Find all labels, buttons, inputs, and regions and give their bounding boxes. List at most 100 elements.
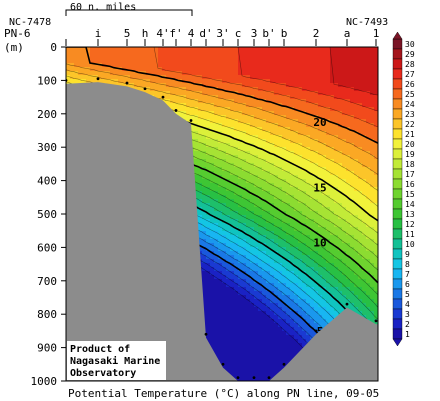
temperature-cell: [226, 163, 231, 168]
temperature-cell: [254, 151, 259, 156]
temperature-cell: [254, 379, 259, 381]
temperature-cell: [282, 83, 287, 88]
temperature-cell: [250, 351, 255, 356]
temperature-cell: [226, 143, 231, 148]
temperature-cell: [206, 259, 211, 264]
temperature-cell: [178, 107, 183, 112]
temperature-cell: [294, 303, 299, 308]
temperature-cell: [286, 331, 291, 336]
temperature-cell: [94, 67, 99, 72]
temperature-cell: [230, 47, 235, 52]
temperature-cell: [194, 143, 199, 148]
temperature-cell: [282, 339, 287, 344]
temperature-cell: [218, 163, 223, 168]
temperature-cell: [230, 227, 235, 232]
temperature-cell: [214, 99, 219, 104]
temperature-cell: [114, 55, 119, 60]
temperature-cell: [266, 131, 271, 136]
temperature-cell: [214, 107, 219, 112]
temperature-cell: [214, 331, 219, 336]
temperature-cell: [234, 187, 239, 192]
temperature-cell: [130, 71, 135, 76]
temperature-cell: [262, 167, 267, 172]
temperature-cell: [134, 87, 139, 92]
temperature-cell: [114, 59, 119, 64]
temperature-cell: [206, 315, 211, 320]
temperature-cell: [258, 299, 263, 304]
temperature-cell: [66, 71, 71, 76]
temperature-cell: [234, 259, 239, 264]
temperature-cell: [254, 367, 259, 372]
temperature-cell: [218, 63, 223, 68]
temperature-cell: [210, 71, 215, 76]
temperature-cell: [278, 363, 283, 368]
temperature-cell: [302, 51, 307, 56]
temperature-cell: [298, 247, 303, 252]
temperature-cell: [210, 75, 215, 80]
temperature-cell: [274, 139, 279, 144]
temperature-cell: [86, 71, 91, 76]
temperature-cell: [198, 203, 203, 208]
temperature-cell: [266, 103, 271, 108]
temperature-cell: [270, 75, 275, 80]
temperature-cell: [258, 275, 263, 280]
temperature-cell: [210, 167, 215, 172]
temperature-cell: [206, 135, 211, 140]
temperature-cell: [242, 235, 247, 240]
temperature-cell: [222, 139, 227, 144]
temperature-cell: [290, 75, 295, 80]
temperature-cell: [246, 199, 251, 204]
temperature-cell: [218, 279, 223, 284]
temperature-cell: [190, 99, 195, 104]
temperature-cell: [258, 99, 263, 104]
temperature-cell: [230, 123, 235, 128]
temperature-cell: [282, 303, 287, 308]
temperature-cell: [218, 199, 223, 204]
temperature-cell: [258, 263, 263, 268]
temperature-cell: [94, 55, 99, 60]
temperature-cell: [226, 247, 231, 252]
temperature-cell: [226, 123, 231, 128]
temperature-cell: [122, 63, 127, 68]
temperature-cell: [170, 83, 175, 88]
temperature-cell: [302, 175, 307, 180]
temperature-cell: [270, 247, 275, 252]
temperature-cell: [198, 75, 203, 80]
temperature-cell: [278, 287, 283, 292]
temperature-cell: [234, 191, 239, 196]
temperature-cell: [234, 239, 239, 244]
temperature-cell: [214, 91, 219, 96]
temperature-cell: [114, 75, 119, 80]
temperature-cell: [182, 83, 187, 88]
temperature-cell: [270, 191, 275, 196]
temperature-cell: [130, 79, 135, 84]
temperature-cell: [206, 159, 211, 164]
temperature-cell: [190, 95, 195, 100]
temperature-cell: [238, 203, 243, 208]
temperature-cell: [234, 147, 239, 152]
temperature-cell: [262, 215, 267, 220]
temperature-cell: [278, 195, 283, 200]
temperature-cell: [282, 355, 287, 360]
temperature-cell: [242, 343, 247, 348]
temperature-cell: [262, 159, 267, 164]
temperature-cell: [286, 251, 291, 256]
temperature-cell: [234, 103, 239, 108]
temperature-cell: [250, 179, 255, 184]
temperature-cell: [226, 103, 231, 108]
temperature-cell: [290, 251, 295, 256]
temperature-cell: [254, 315, 259, 320]
temperature-cell: [250, 119, 255, 124]
temperature-cell: [290, 239, 295, 244]
temperature-cell: [286, 267, 291, 272]
temperature-cell: [302, 123, 307, 128]
temperature-cell: [222, 303, 227, 308]
temperature-cell: [74, 79, 79, 84]
temperature-cell: [214, 351, 219, 356]
temperature-cell: [274, 127, 279, 132]
temperature-cell: [274, 255, 279, 260]
temperature-cell: [254, 263, 259, 268]
temperature-cell: [174, 75, 179, 80]
temperature-cell: [286, 107, 291, 112]
temperature-cell: [254, 179, 259, 184]
